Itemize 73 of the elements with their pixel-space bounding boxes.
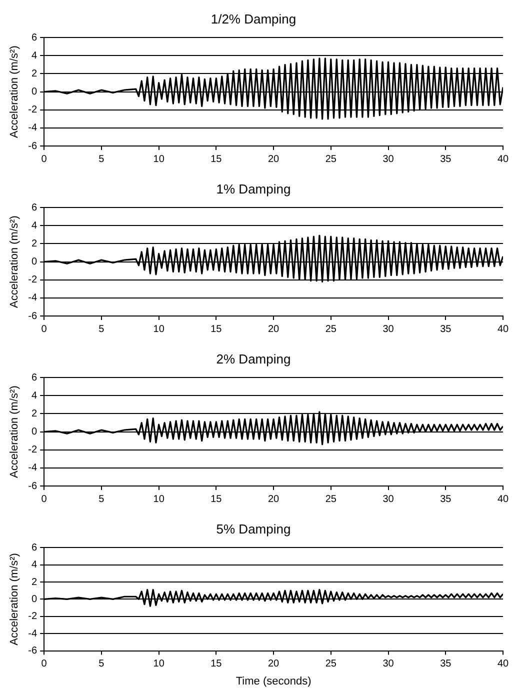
chart-title: 1/2% Damping <box>210 11 296 26</box>
y-tick-label: -4 <box>28 462 38 474</box>
x-axis-title: Time (seconds) <box>236 675 312 688</box>
x-tick-label: 20 <box>268 494 280 505</box>
y-tick-label: 0 <box>32 86 38 98</box>
y-tick-label: 2 <box>32 408 38 420</box>
x-tick-label: 40 <box>497 324 509 335</box>
y-axis-title: Acceleration (m/s²) <box>8 553 21 646</box>
y-tick-label: 0 <box>32 594 38 605</box>
y-tick-label: -2 <box>28 274 38 286</box>
x-tick-label: 35 <box>440 324 452 335</box>
x-tick-label: 15 <box>210 494 222 505</box>
y-tick-label: 6 <box>32 32 38 44</box>
y-tick-label: -2 <box>28 611 38 622</box>
x-tick-label: 10 <box>153 658 165 670</box>
y-tick-label: 0 <box>32 256 38 268</box>
y-tick-label: 6 <box>32 202 38 214</box>
x-tick-label: 30 <box>382 494 394 505</box>
x-tick-label: 5 <box>98 494 105 505</box>
y-tick-label: 6 <box>32 372 38 384</box>
x-tick-label: 40 <box>497 494 509 505</box>
x-tick-label: 40 <box>497 658 509 670</box>
y-tick-label: 4 <box>32 390 38 402</box>
y-tick-label: 0 <box>32 426 38 438</box>
x-tick-label: 0 <box>41 324 48 335</box>
chart-title: 1% Damping <box>216 181 291 196</box>
y-axis-title: Acceleration (m/s²) <box>8 46 21 138</box>
x-tick-label: 5 <box>98 658 105 670</box>
x-tick-label: 5 <box>98 154 105 165</box>
x-tick-label: 20 <box>268 324 280 335</box>
y-tick-label: -6 <box>28 480 38 492</box>
y-tick-label: 2 <box>32 238 38 250</box>
x-tick-label: 15 <box>210 658 222 670</box>
y-tick-label: 4 <box>32 220 38 232</box>
x-tick-label: 10 <box>153 324 165 335</box>
x-tick-label: 30 <box>382 324 394 335</box>
y-tick-label: -2 <box>28 104 38 116</box>
x-tick-label: 35 <box>440 154 452 165</box>
x-tick-label: 15 <box>210 324 222 335</box>
y-tick-label: 4 <box>32 50 38 62</box>
x-tick-label: 25 <box>325 324 337 335</box>
y-tick-label: -4 <box>28 292 38 304</box>
y-tick-label: 4 <box>32 560 38 571</box>
y-tick-label: -2 <box>28 444 38 456</box>
x-tick-label: 25 <box>325 154 337 165</box>
x-tick-label: 35 <box>440 658 452 670</box>
y-tick-label: -6 <box>28 310 38 322</box>
x-tick-label: 30 <box>382 658 394 670</box>
y-axis-title: Acceleration (m/s²) <box>8 216 21 308</box>
x-tick-label: 35 <box>440 494 452 505</box>
chart-title: 2% Damping <box>216 351 291 366</box>
x-tick-label: 10 <box>153 494 165 505</box>
y-tick-label: -6 <box>28 140 38 152</box>
y-tick-label: -4 <box>28 628 38 640</box>
y-tick-label: 6 <box>32 542 38 554</box>
y-tick-label: -6 <box>28 646 38 657</box>
y-tick-label: 2 <box>32 576 38 588</box>
x-tick-label: 20 <box>268 658 280 670</box>
x-tick-label: 0 <box>41 154 48 165</box>
y-tick-label: -4 <box>28 122 38 134</box>
x-tick-label: 30 <box>382 154 394 165</box>
x-tick-label: 40 <box>497 154 509 165</box>
x-tick-label: 25 <box>325 494 337 505</box>
x-tick-label: 25 <box>325 658 337 670</box>
x-tick-label: 10 <box>153 154 165 165</box>
y-axis-title: Acceleration (m/s²) <box>8 386 21 478</box>
x-tick-label: 0 <box>41 494 48 505</box>
x-tick-label: 15 <box>210 154 222 165</box>
x-tick-label: 20 <box>268 154 280 165</box>
y-tick-label: 2 <box>32 68 38 80</box>
x-tick-label: 0 <box>41 658 48 670</box>
x-tick-label: 5 <box>98 324 105 335</box>
chart-title: 5% Damping <box>216 521 291 536</box>
